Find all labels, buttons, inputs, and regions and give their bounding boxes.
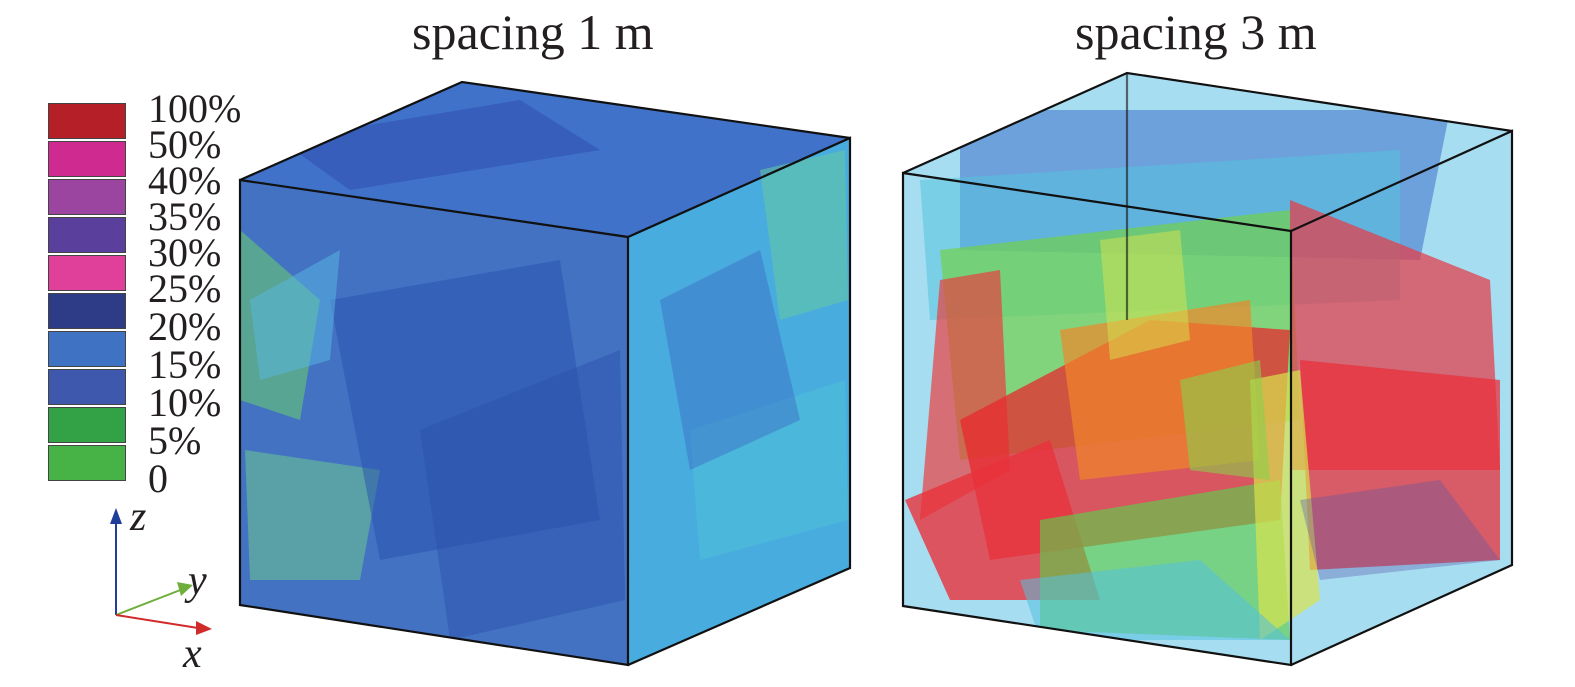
legend-label: 0 [148,456,168,501]
legend-swatch [48,331,126,367]
legend-swatch [48,407,126,443]
fracture-plane [1250,370,1320,640]
legend-label: 40% [148,158,222,203]
x-axis-arrow [115,614,199,629]
cube-spacing-3m [903,73,1512,665]
legend-label: 50% [148,122,222,167]
legend-label: 25% [148,266,222,311]
fracture-plane [660,250,800,470]
legend-label: 5% [148,418,202,463]
fracture-plane [1180,360,1270,480]
fracture-plane [245,450,380,580]
cube-spacing-1m [240,82,850,665]
fracture-plane [1300,360,1500,570]
legend-label: 20% [148,304,222,349]
y-axis-arrowhead [177,582,193,596]
fracture-plane [1100,230,1190,360]
legend-swatch [48,103,126,139]
legend-swatch [48,141,126,177]
fracture-plane [420,350,625,640]
fracture-plane [1300,480,1500,580]
panel-title-spacing-3m: spacing 3 m [1075,4,1317,60]
cube-right-frame [901,71,1514,667]
y-axis-label: y [188,558,207,604]
z-axis-arrowhead [110,508,122,524]
legend-label: 10% [148,380,222,425]
legend-label: 30% [148,230,222,275]
legend-label: 100% [148,86,242,131]
axis-triad [110,508,212,635]
legend-swatch [48,179,126,215]
legend-swatch [48,445,126,481]
legend-label: 35% [148,194,222,239]
fracture-plane [280,100,600,190]
fracture-plane [330,260,600,560]
cube-left-frame [238,80,852,667]
x-axis-label: x [183,631,202,677]
fracture-plane [760,150,848,320]
legend-swatch [48,217,126,253]
legend-label: 15% [148,342,222,387]
z-axis-label: z [130,494,147,540]
legend-swatch [48,255,126,291]
panel-title-spacing-1m: spacing 1 m [412,4,654,60]
fracture-plane [240,82,850,237]
y-axis-arrow [115,588,184,616]
legend-swatch [48,369,126,405]
legend-swatch [48,293,126,329]
x-axis-arrowhead [196,621,212,635]
fracture-plane [250,250,340,380]
fracture-plane [1020,560,1290,640]
